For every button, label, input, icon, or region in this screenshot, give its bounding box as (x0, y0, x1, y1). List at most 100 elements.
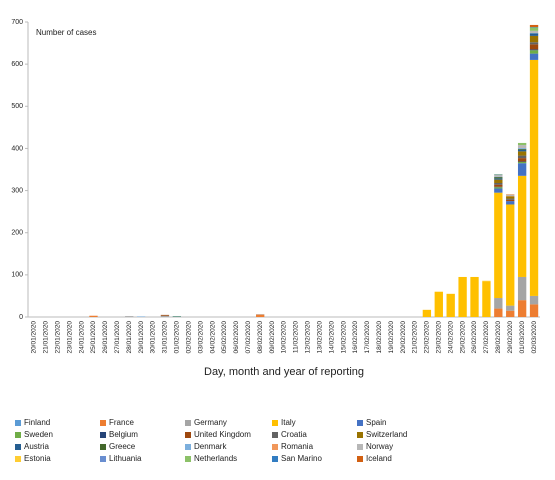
x-tick-label: 01/03/2020 (519, 321, 526, 354)
bar-segment (506, 199, 515, 202)
bar-segment (494, 188, 503, 193)
bar-segment (470, 276, 479, 317)
x-tick-label: 12/02/2020 (305, 321, 312, 354)
x-tick-label: 23/02/2020 (436, 321, 443, 354)
x-tick-label: 04/02/2020 (209, 321, 216, 354)
bar-segment (160, 315, 170, 317)
x-tick-label: 24/02/2020 (447, 321, 454, 354)
x-tick-label: 22/02/2020 (424, 321, 431, 354)
bar-segment (517, 145, 527, 148)
x-tick-label: 14/02/2020 (328, 321, 335, 354)
legend-label: Switzerland (366, 430, 407, 439)
x-tick-label: 16/02/2020 (352, 321, 359, 354)
legend-label: Estonia (24, 454, 51, 463)
legend-swatch (15, 420, 21, 426)
bar-segment (529, 295, 539, 305)
bar-segment (494, 308, 503, 317)
bar-segment (494, 177, 503, 179)
legend-swatch (357, 444, 363, 450)
legend-swatch (272, 456, 278, 462)
x-tick-label: 26/01/2020 (102, 321, 109, 354)
x-tick-label: 05/02/2020 (221, 321, 228, 354)
legend-label: Croatia (281, 430, 307, 439)
bar-segment (506, 310, 515, 317)
x-tick-label: 11/02/2020 (293, 321, 300, 353)
legend-label: United Kingdom (194, 430, 251, 439)
bar-segment (529, 33, 539, 36)
bar-segment (517, 175, 527, 277)
x-tick-label: 20/01/2020 (31, 321, 38, 354)
legend-swatch (15, 432, 21, 438)
legend-label: Netherlands (194, 454, 237, 463)
x-tick-label: 27/02/2020 (483, 321, 490, 354)
legend-swatch (357, 420, 363, 426)
y-tick-label: 300 (11, 187, 23, 194)
x-tick-label: 19/02/2020 (388, 321, 395, 354)
legend-label: Denmark (194, 442, 227, 451)
legend-swatch (272, 432, 278, 438)
legend-label: San Marino (281, 454, 322, 463)
legend-swatch (15, 444, 21, 450)
legend-swatch (357, 432, 363, 438)
bar-segment (529, 44, 539, 50)
bar-segment (517, 276, 527, 301)
bar-segment (506, 204, 515, 306)
legend-label: Germany (194, 418, 227, 427)
y-tick-label: 400 (11, 145, 23, 152)
x-tick-label: 21/01/2020 (43, 321, 50, 354)
x-tick-label: 02/02/2020 (185, 321, 192, 354)
legend-label: Romania (281, 442, 314, 451)
x-tick-label: 03/02/2020 (197, 321, 204, 354)
legend-swatch (357, 456, 363, 462)
bar-segment (494, 178, 503, 180)
legend-label: Finland (24, 418, 50, 427)
x-tick-label: 30/01/2020 (150, 321, 157, 354)
legend-swatch (185, 456, 191, 462)
x-tick-label: 29/02/2020 (507, 321, 514, 354)
bar-segment (89, 315, 98, 317)
legend-label: Italy (281, 418, 296, 427)
x-tick-label: 10/02/2020 (281, 321, 288, 354)
legend-label: Greece (109, 442, 136, 451)
bar-segment (256, 314, 265, 317)
x-tick-label: 25/01/2020 (90, 321, 97, 354)
bar-segment (529, 27, 539, 31)
bar-segment (458, 276, 467, 317)
bar-segment (494, 182, 503, 185)
bar-segment (506, 196, 515, 199)
x-tick-label: 24/01/2020 (78, 321, 85, 354)
bar-segment (506, 201, 515, 205)
x-tick-label: 06/02/2020 (233, 321, 240, 354)
bar-segment (517, 163, 527, 176)
bar-segment (125, 316, 134, 317)
x-tick-label: 28/01/2020 (126, 321, 133, 354)
x-tick-label: 28/02/2020 (495, 321, 502, 354)
legend-swatch (100, 456, 106, 462)
y-tick-label: 0 (19, 314, 23, 321)
x-tick-label: 21/02/2020 (412, 321, 419, 354)
legend-label: Sweden (24, 430, 53, 439)
legend-swatch (100, 444, 106, 450)
x-tick-label: 02/03/2020 (531, 321, 538, 354)
bar-segment (517, 158, 527, 162)
x-tick-label: 08/02/2020 (257, 321, 264, 354)
legend-label: Norway (366, 442, 393, 451)
legend-swatch (185, 420, 191, 426)
x-tick-label: 15/02/2020 (340, 321, 347, 354)
x-tick-label: 23/01/2020 (66, 321, 73, 354)
x-tick-label: 13/02/2020 (316, 321, 323, 354)
x-tick-label: 07/02/2020 (245, 321, 252, 354)
bar-segment (529, 53, 539, 60)
bar-segment (494, 298, 503, 309)
legend-label: Austria (24, 442, 49, 451)
x-tick-label: 22/01/2020 (54, 321, 61, 354)
bar-segment (529, 304, 539, 317)
legend-swatch (100, 420, 106, 426)
bar-segment (529, 49, 539, 51)
y-tick-label: 700 (11, 19, 23, 26)
x-tick-label: 09/02/2020 (269, 321, 276, 354)
legend-swatch (272, 444, 278, 450)
bar-segment (517, 142, 527, 146)
